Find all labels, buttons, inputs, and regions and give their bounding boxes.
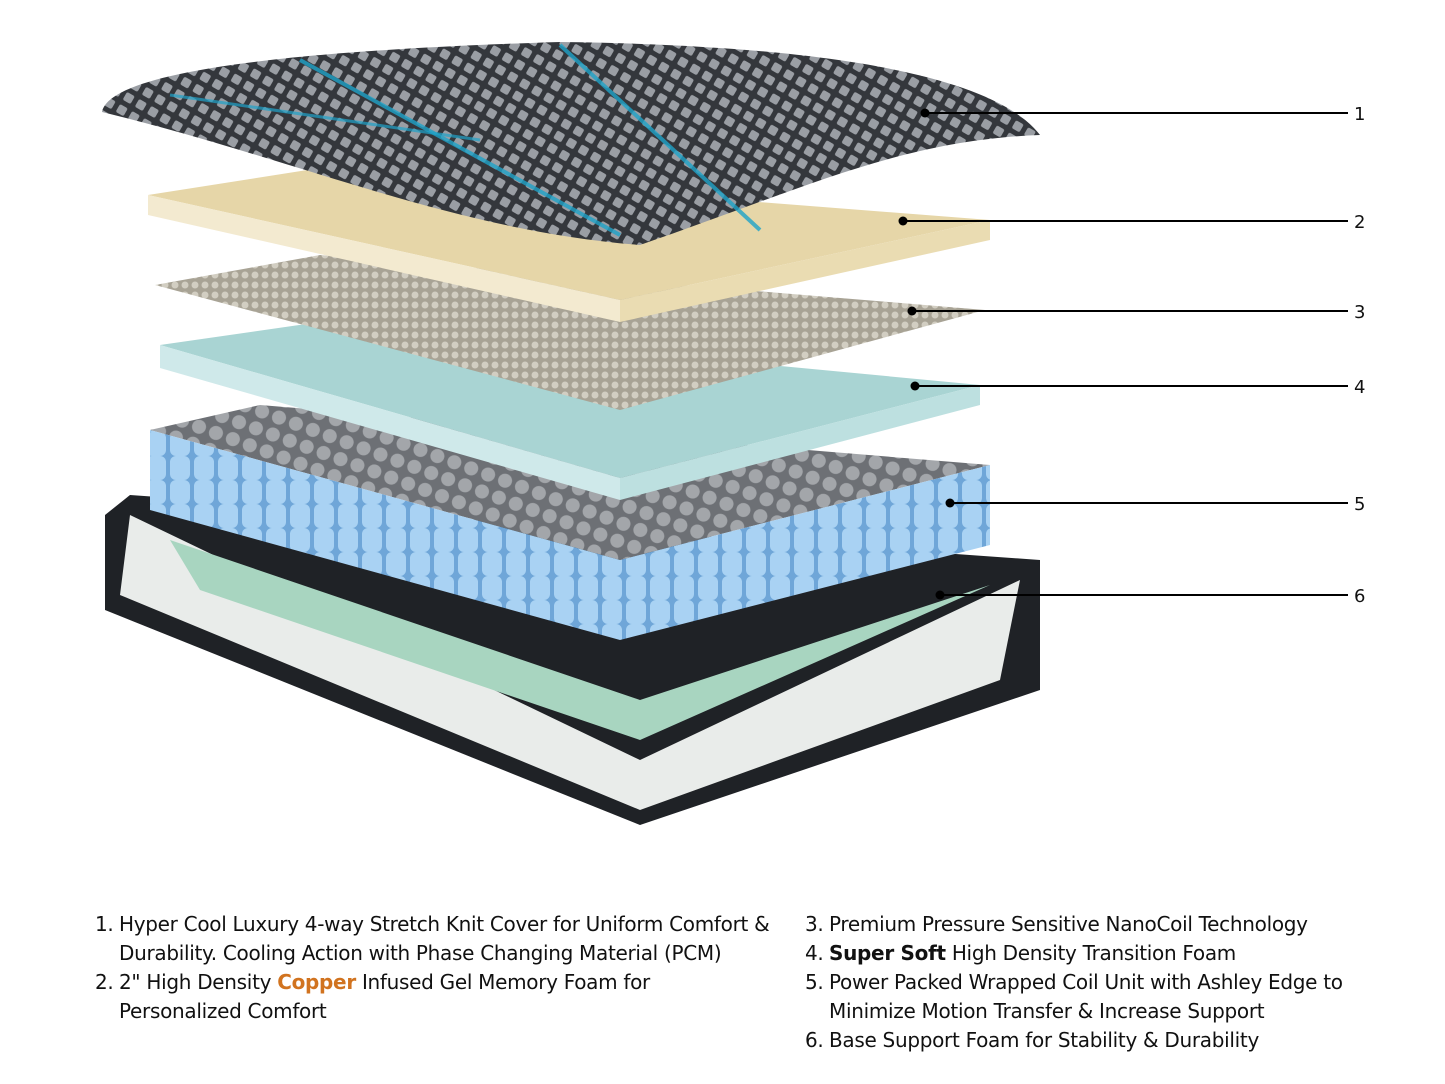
- callout-line-3: [907, 306, 1348, 316]
- legend-item-text: Power Packed Wrapped Coil Unit with Ashl…: [829, 970, 1343, 1023]
- mattress-layers-illustration: [102, 42, 1348, 825]
- legend-list-left: 1. Hyper Cool Luxury 4-way Stretch Knit C…: [95, 910, 775, 1026]
- callout-line-4: [910, 381, 1348, 391]
- callout-lines: [898, 108, 1348, 600]
- legend-item-number: 5.: [805, 970, 824, 994]
- legend-item-text: Premium Pressure Sensitive NanoCoil Tech…: [829, 912, 1308, 936]
- legend-item: 2. 2" High Density Copper Infused Gel Mem…: [95, 968, 775, 1026]
- legend-item-number: 3.: [805, 912, 824, 936]
- legend-item-text: Infused Gel Memory Foam for Personalized…: [119, 970, 650, 1023]
- legend-item-text: Hyper Cool Luxury 4-way Stretch Knit Cov…: [119, 912, 770, 965]
- callout-line-5: [945, 498, 1348, 508]
- layer-1-knit-cover: [102, 42, 1040, 245]
- callout-number-3: 3: [1354, 302, 1366, 323]
- legend-item-number: 4.: [805, 941, 824, 965]
- layer-3-nanocoil: [155, 255, 985, 410]
- legend-item-text: Super Soft: [829, 941, 946, 965]
- callout-number-6: 6: [1354, 586, 1366, 607]
- callout-line-1: [920, 108, 1348, 118]
- callout-number-2: 2: [1354, 212, 1366, 233]
- legend-item-text: 2" High Density: [119, 970, 278, 994]
- callout-number-5: 5: [1354, 494, 1366, 515]
- legend-item-text: Base Support Foam for Stability & Durabi…: [829, 1028, 1260, 1052]
- legend-item: 4. Super Soft High Density Transition Foa…: [805, 939, 1365, 968]
- legend-item: 3. Premium Pressure Sensitive NanoCoil Te…: [805, 910, 1365, 939]
- legend-item-number: 1.: [95, 912, 114, 936]
- callout-number-4: 4: [1354, 377, 1366, 398]
- legend-item-number: 6.: [805, 1028, 824, 1052]
- legend-item: 6. Base Support Foam for Stability & Dura…: [805, 1026, 1365, 1055]
- callout-line-6: [935, 590, 1348, 600]
- legend-item-number: 2.: [95, 970, 114, 994]
- legend-item: 5. Power Packed Wrapped Coil Unit with As…: [805, 968, 1365, 1026]
- legend-item-text: High Density Transition Foam: [945, 941, 1236, 965]
- callout-line-2: [898, 216, 1348, 226]
- layer-4-transition-foam: [160, 322, 980, 500]
- callout-number-1: 1: [1354, 104, 1366, 125]
- legend-item: 1. Hyper Cool Luxury 4-way Stretch Knit C…: [95, 910, 775, 968]
- legend-list-right: 3. Premium Pressure Sensitive NanoCoil Te…: [805, 910, 1365, 1055]
- legend-item-text: Copper: [277, 970, 356, 994]
